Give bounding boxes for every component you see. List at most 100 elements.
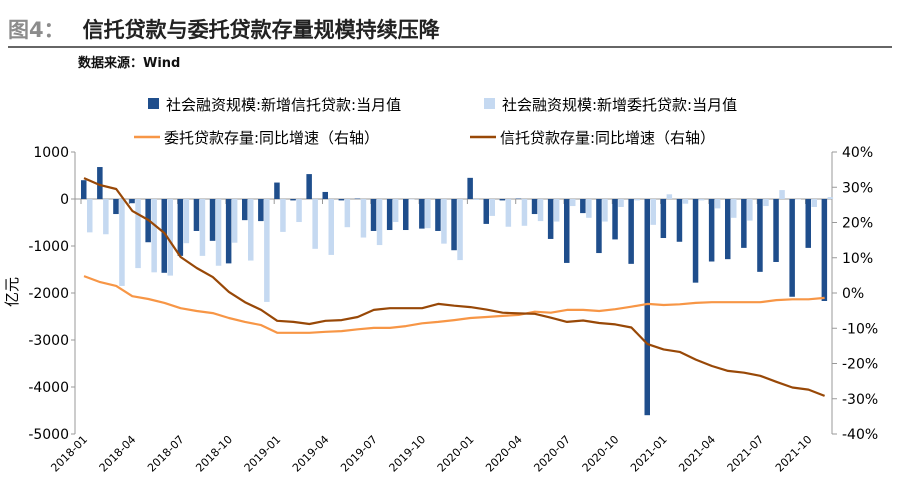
entrusted-loan-bar <box>763 199 769 207</box>
entrusted-loan-bar <box>521 199 528 226</box>
trust-loan-bar <box>499 199 506 201</box>
entrusted-loan-bar <box>167 199 173 276</box>
x-tick-label: 2020-07 <box>531 433 573 475</box>
right-tick-label: 30% <box>842 180 873 196</box>
trust-loan-bar <box>467 177 473 199</box>
entrusted-loan-bar <box>602 199 608 222</box>
trust-loan-bar <box>628 199 634 264</box>
axes <box>71 151 837 435</box>
x-tick-label: 2021-07 <box>725 433 767 475</box>
entrusted-loan-bar <box>376 199 383 246</box>
legend-label: 社会融资规模:新增委托贷款:当月值 <box>502 96 737 114</box>
chart-heading: 图4： 信托贷款与委托贷款存量规模持续压降 <box>8 14 440 44</box>
trust-loan-bar <box>483 199 489 224</box>
x-tick-label: 2020-04 <box>483 433 525 475</box>
entrusted-loan-bar <box>392 199 399 223</box>
left-tick-label: -2000 <box>28 286 69 302</box>
entrusted-loan-bar <box>634 199 640 201</box>
entrusted-loan-bar <box>296 199 302 223</box>
right-tick-label: -10% <box>842 321 878 337</box>
legend: 社会融资规模:新增信托贷款:当月值 社会融资规模:新增委托贷款:当月值委托贷款存量… <box>134 96 737 147</box>
entrusted-loan-bar <box>570 199 576 207</box>
trust-loan-bar <box>531 199 538 215</box>
entrusted-loan-bar <box>231 199 238 243</box>
entrusted-loan-bar <box>731 199 737 218</box>
entrusted-loan-bar <box>714 199 721 209</box>
trust-loan-bar <box>725 199 731 260</box>
entrusted-loan-bar <box>682 199 689 204</box>
trust-loan-bar <box>403 199 409 231</box>
trust-loan-bar <box>547 199 554 239</box>
right-tick-label: -30% <box>842 392 878 408</box>
entrusted-loan-bar <box>425 199 431 229</box>
source-note: 数据来源：Wind <box>78 56 181 71</box>
trust-loan-bar <box>274 182 280 199</box>
entrusted-loan-bar <box>489 199 495 216</box>
left-tick-label: -5000 <box>28 427 69 443</box>
right-tick-label: 40% <box>842 145 873 161</box>
x-tick-label: 2019-07 <box>338 433 380 475</box>
entrusted-loan-bar <box>586 199 592 218</box>
trust-loan-bar <box>741 199 747 248</box>
x-tick-label: 2018-10 <box>193 433 235 475</box>
right-tick-label: 20% <box>842 216 873 232</box>
trust-loan-bar <box>258 199 264 222</box>
trust-loan-bar <box>97 167 103 199</box>
entrusted-loan-bar <box>473 199 479 200</box>
left-tick-label: 1000 <box>33 145 69 161</box>
entrusted-loan-bar <box>553 199 560 222</box>
entrusted-loan-bar <box>264 199 270 302</box>
entrusted-loan-bar <box>215 199 222 266</box>
entrusted-loan-bar <box>505 199 512 227</box>
trust-loan-bar <box>81 180 87 199</box>
trust-loan-bar <box>338 199 345 201</box>
entrusted-loan-growth-line <box>83 275 825 334</box>
trust-loan-bar <box>644 199 650 416</box>
trust-loan-bar <box>290 199 296 201</box>
trust-loan-bar <box>789 199 795 297</box>
entrusted-loan-bar <box>119 199 125 286</box>
trust-loan-bar <box>773 199 779 262</box>
entrusted-loan-bar <box>360 199 367 238</box>
entrusted-loan-bar <box>248 199 254 261</box>
legend-item: 信托贷款存量:同比增速（右轴） <box>470 129 715 147</box>
entrusted-loan-bar <box>441 199 447 244</box>
entrusted-loan-bar <box>795 199 801 200</box>
entrusted-loan-bar <box>312 199 318 249</box>
tick-labels: 1000 0 -1000 -2000 -3000 -4000 -5000 40% 30% 20% 1… <box>3 145 878 475</box>
trust-loan-bar <box>708 199 715 262</box>
legend-label: 社会融资规模:新增信托贷款:当月值 <box>166 96 401 114</box>
legend-label: 信托贷款存量:同比增速（右轴） <box>500 129 715 147</box>
legend-swatch <box>484 98 495 109</box>
legend-item: 社会融资规模:新增委托贷款:当月值 <box>484 96 737 114</box>
trust-loan-bar <box>225 199 232 264</box>
x-tick-label: 2021-01 <box>628 433 670 475</box>
trust-loan-bar <box>129 199 135 204</box>
trust-loan-bar <box>306 174 312 199</box>
entrusted-loan-bar <box>827 197 834 199</box>
trust-loan-bar <box>193 199 200 231</box>
trust-loan-bar <box>564 199 570 263</box>
entrusted-loan-bar <box>698 199 705 201</box>
trust-loan-bar <box>596 199 602 254</box>
trust-loan-bar <box>113 199 119 215</box>
legend-item: 委托贷款存量:同比增速（右轴） <box>134 129 379 147</box>
entrusted-loan-bar <box>199 199 206 256</box>
left-tick-label: -3000 <box>28 333 69 349</box>
x-tick-label: 2018-04 <box>97 433 139 475</box>
entrusted-loan-bar <box>135 199 141 269</box>
x-tick-label: 2020-10 <box>580 433 622 475</box>
trust-loan-bar <box>515 198 522 200</box>
entrusted-loan-bar <box>328 199 334 255</box>
x-tick-label: 2021-10 <box>773 433 815 475</box>
entrusted-loan-bar <box>409 199 415 200</box>
entrusted-loan-bar <box>747 199 753 221</box>
entrusted-loan-bar <box>103 199 109 235</box>
x-tick-label: 2021-04 <box>676 433 718 475</box>
trust-loan-bar <box>451 199 457 251</box>
bars <box>81 167 834 416</box>
entrusted-loan-bar <box>457 199 463 261</box>
right-tick-label: 10% <box>842 251 873 267</box>
trust-loan-bar <box>612 199 618 240</box>
legend-swatch <box>148 98 159 109</box>
